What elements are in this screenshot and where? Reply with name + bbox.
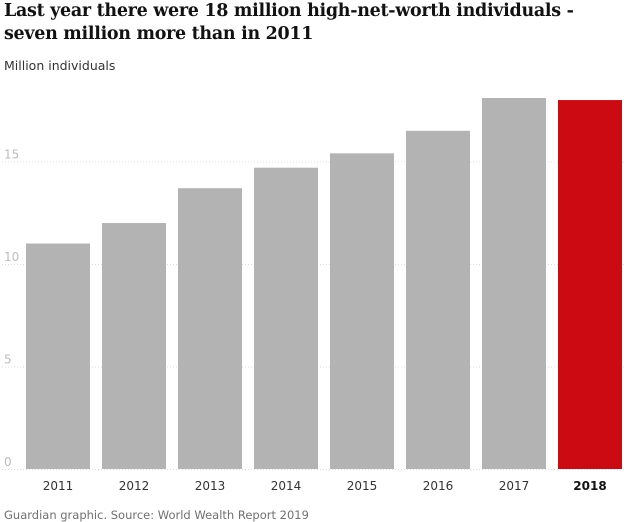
x-tick-label-2018: 2018 bbox=[573, 479, 606, 493]
y-tick-label: 0 bbox=[4, 455, 12, 469]
x-tick-label-2017: 2017 bbox=[499, 479, 530, 493]
bar-2011 bbox=[26, 243, 90, 469]
bar-2013 bbox=[178, 188, 242, 469]
bar-2016 bbox=[406, 130, 470, 469]
bar-2018 bbox=[558, 100, 622, 470]
bar-chart: 0 5 10 15 2011 2012 2013 2014 2015 2016 2017 2018 bbox=[2, 98, 625, 493]
bar-2014 bbox=[254, 167, 318, 469]
bar-2015 bbox=[330, 153, 394, 470]
chart-title: Last year there were 18 million high-net… bbox=[4, 1, 574, 44]
y-axis-unit-label: Million individuals bbox=[4, 58, 116, 73]
x-tick-label-2014: 2014 bbox=[271, 479, 302, 493]
x-tick-label-2012: 2012 bbox=[119, 479, 150, 493]
y-tick-labels: 0 5 10 15 bbox=[4, 148, 19, 469]
bars bbox=[26, 98, 622, 470]
x-tick-label-2016: 2016 bbox=[423, 479, 454, 493]
y-tick-label: 10 bbox=[4, 250, 19, 264]
x-tick-label-2013: 2013 bbox=[195, 479, 226, 493]
x-tick-label-2011: 2011 bbox=[43, 479, 74, 493]
y-tick-label: 15 bbox=[4, 148, 19, 162]
x-tick-labels: 2011 2012 2013 2014 2015 2016 2017 2018 bbox=[43, 479, 607, 493]
x-tick-label-2015: 2015 bbox=[347, 479, 378, 493]
source-note: Guardian graphic. Source: World Wealth R… bbox=[4, 508, 309, 522]
bar-2017 bbox=[482, 98, 546, 469]
y-tick-label: 5 bbox=[4, 353, 12, 367]
bar-2012 bbox=[102, 223, 166, 469]
